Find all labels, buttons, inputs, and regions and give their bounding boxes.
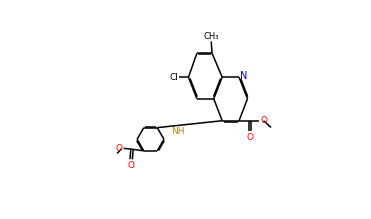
- Text: O: O: [246, 132, 253, 141]
- Text: NH: NH: [171, 127, 184, 136]
- Text: O: O: [260, 116, 267, 125]
- Text: N: N: [240, 71, 248, 81]
- Text: CH₃: CH₃: [203, 32, 219, 41]
- Text: O: O: [128, 161, 135, 170]
- Text: Cl: Cl: [170, 73, 178, 82]
- Text: O: O: [116, 144, 123, 153]
